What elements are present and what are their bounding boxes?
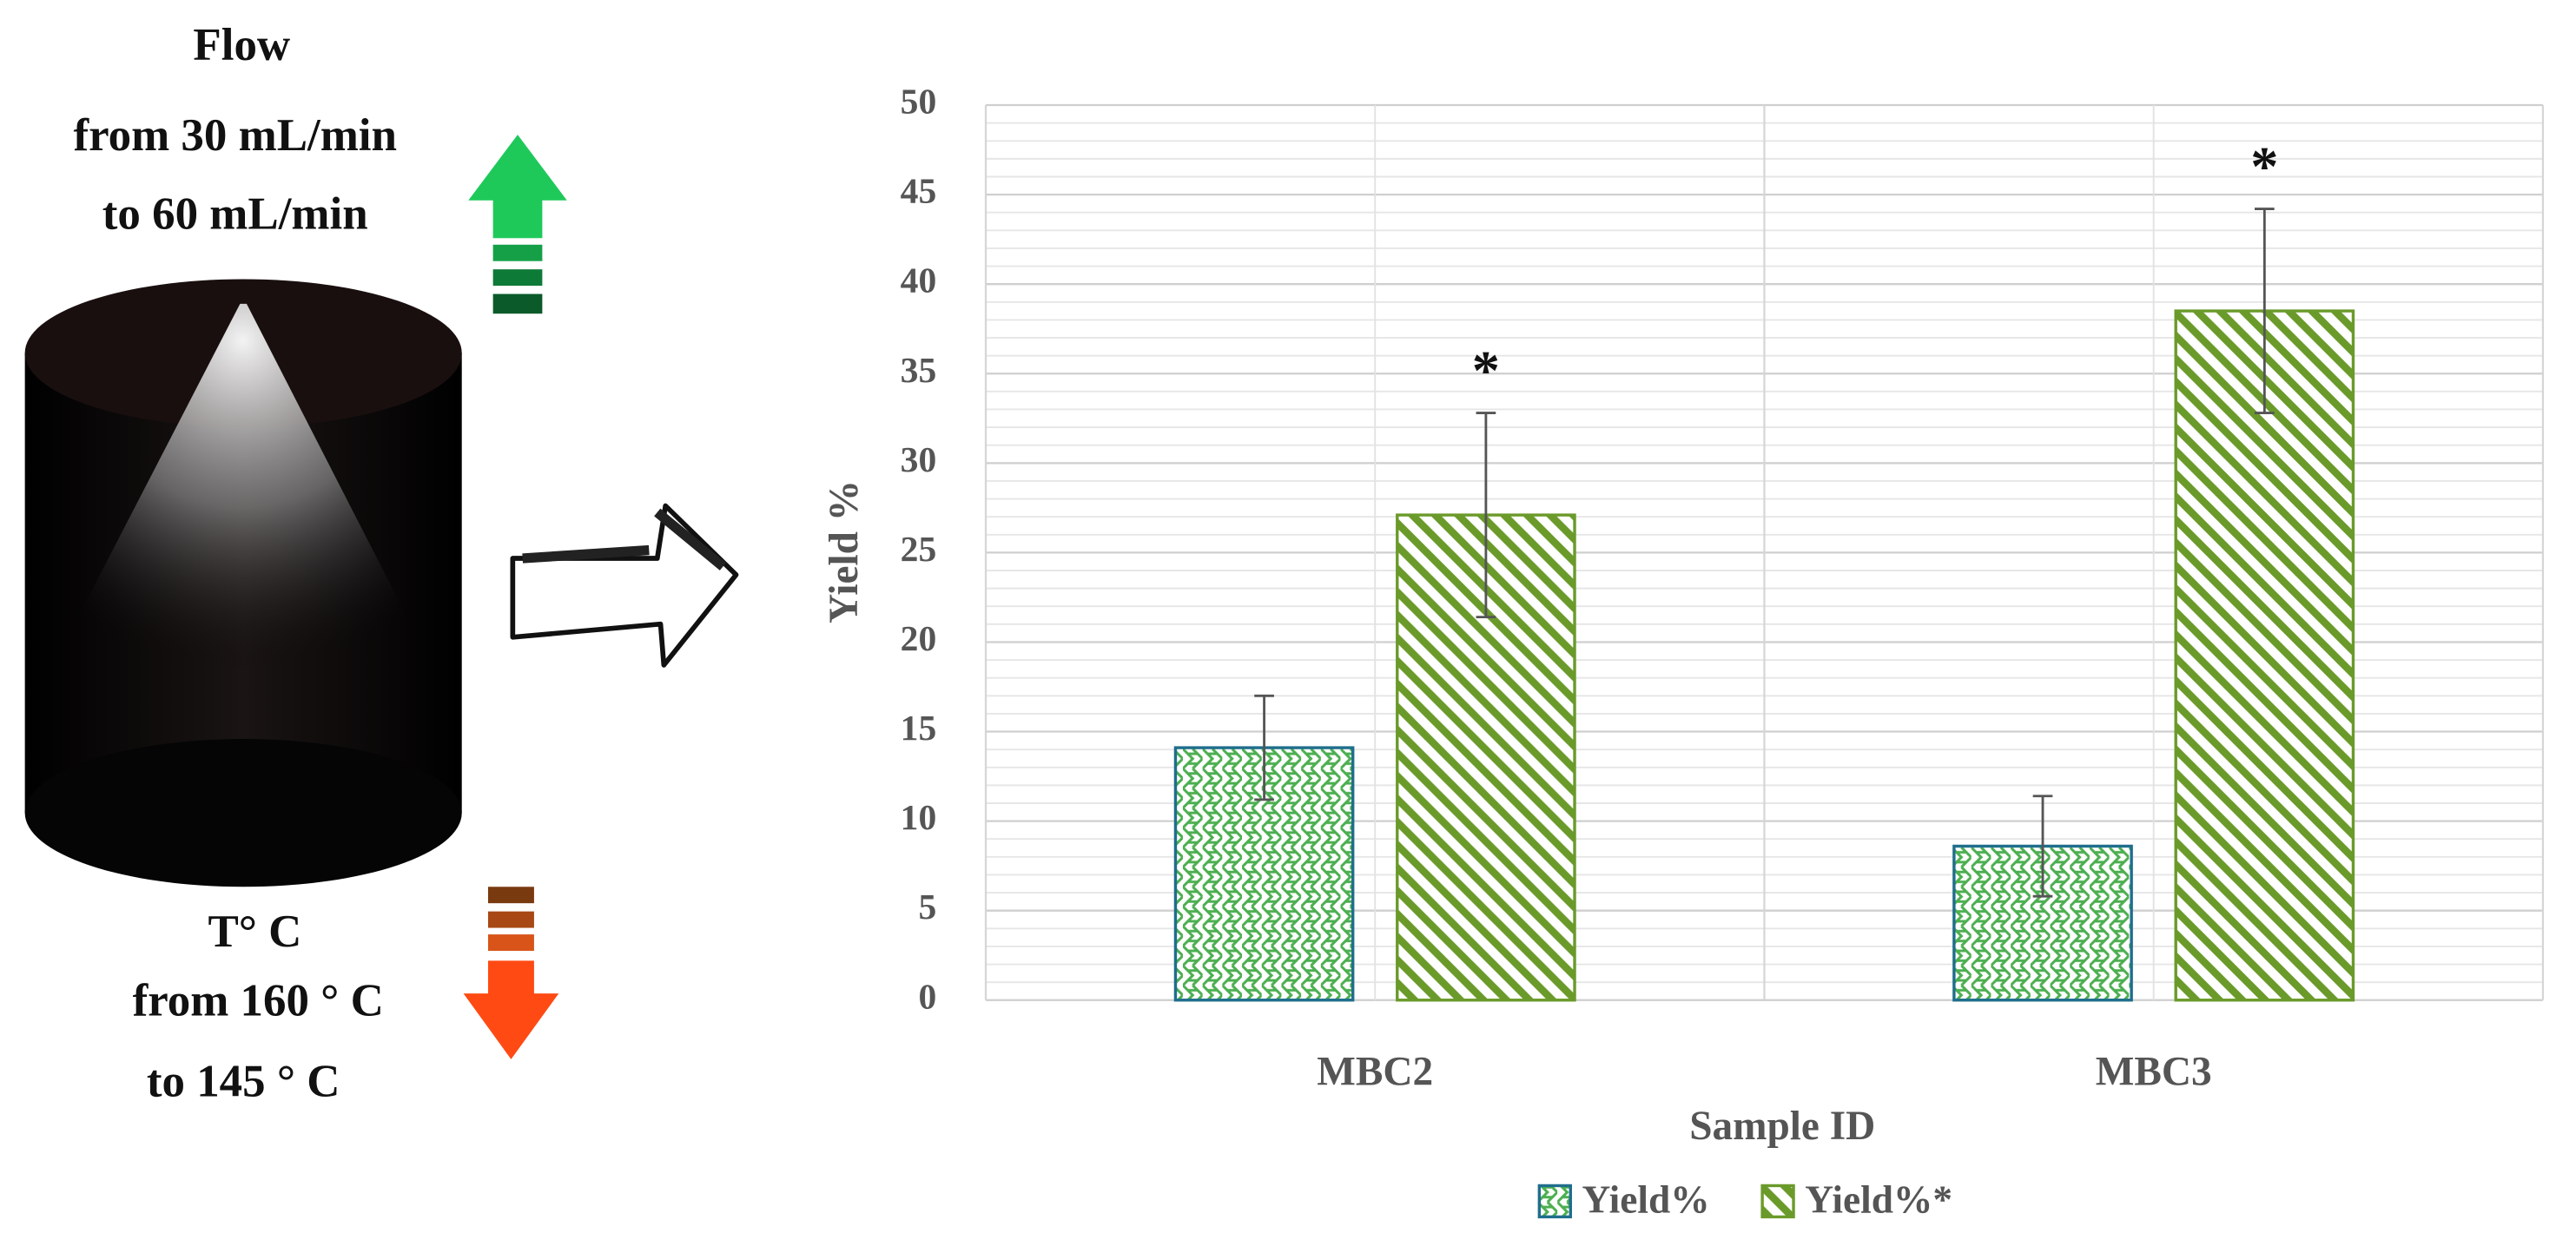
- diagram-text: from 30 mL/min: [73, 110, 397, 161]
- annotation: *: [2250, 136, 2278, 198]
- diagram-text: T° C: [208, 907, 301, 957]
- y-tick-label: 40: [901, 260, 937, 300]
- process-arrow: [510, 503, 739, 668]
- y-tick-label: 25: [901, 529, 937, 569]
- y-tick-label: 5: [918, 887, 936, 927]
- legend-label: Yield%*: [1805, 1178, 1952, 1222]
- diagram-text: to 145 ° C: [147, 1056, 340, 1106]
- y-tick-label: 30: [901, 439, 937, 479]
- x-tick-label: MBC3: [2096, 1050, 2212, 1095]
- x-axis-title: Sample ID: [1689, 1104, 1875, 1149]
- error-bar: [1476, 412, 1496, 619]
- diagram-text: from 160 ° C: [133, 976, 384, 1026]
- annotation: *: [1472, 340, 1500, 402]
- y-tick-label: 15: [901, 708, 937, 748]
- plot: 0 5 10 15 20 25 30 35 40 45 50 MBC2 MBC3 * * Yield% Yiel…: [901, 82, 2545, 1222]
- error-bar: [1254, 694, 1274, 801]
- legend-swatch: [1760, 1184, 1795, 1219]
- diagram-text: Flow: [193, 20, 290, 70]
- legend-swatch: [1537, 1184, 1572, 1219]
- temperature-arrow: [463, 887, 559, 1059]
- error-bar: [2254, 208, 2275, 415]
- y-tick-label: 50: [901, 82, 937, 122]
- diagram-text: to 60 mL/min: [102, 189, 368, 240]
- diagram: Flow from 30 mL/min to 60 mL/min T° C fr…: [24, 20, 739, 1106]
- y-tick-label: 0: [918, 976, 936, 1016]
- flow-arrow: [468, 135, 567, 314]
- cylinder-bottom: [24, 739, 462, 887]
- error-bar: [2032, 795, 2053, 898]
- y-tick-label: 20: [901, 618, 937, 658]
- legend-label: Yield%: [1582, 1178, 1710, 1222]
- y-tick-label: 35: [901, 350, 937, 390]
- process-arrow-shade: [522, 508, 727, 570]
- bar: [2174, 309, 2355, 1002]
- y-tick-label: 45: [901, 171, 937, 211]
- spray: [65, 303, 419, 674]
- y-axis-title: Yield %: [822, 480, 867, 623]
- y-tick-label: 10: [901, 797, 937, 837]
- x-tick-label: MBC2: [1317, 1050, 1433, 1095]
